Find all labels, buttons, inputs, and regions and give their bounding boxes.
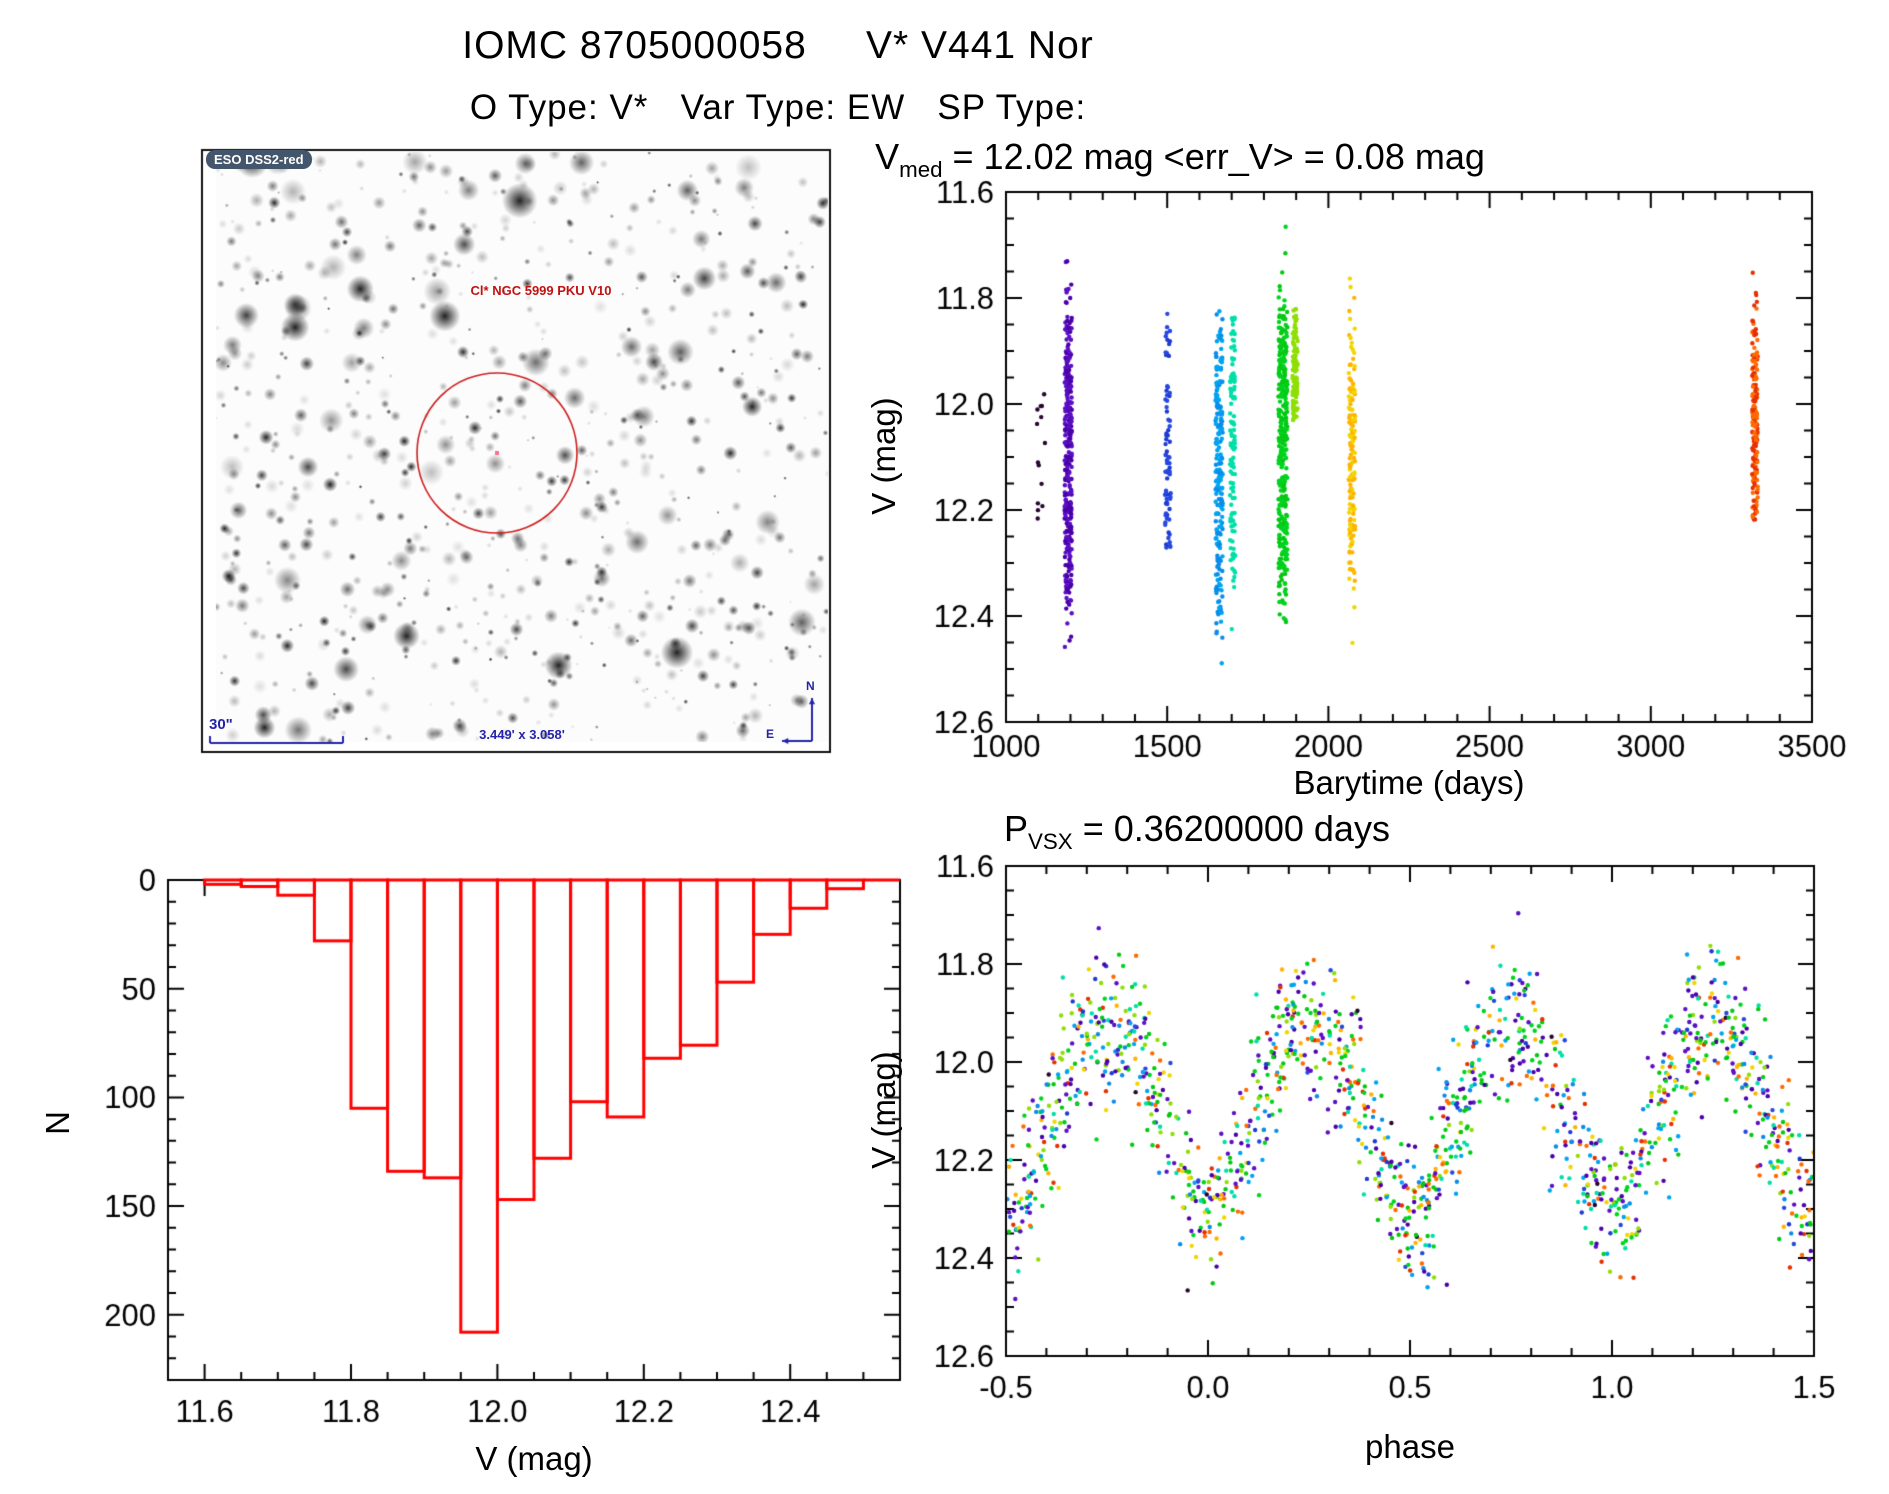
lightcurve-title: Vmed = 12.02 mag <err_V> = 0.08 mag (520, 136, 1840, 183)
phase-title-rest: = 0.36200000 days (1072, 808, 1390, 849)
lightcurve-xaxis-label: Barytime (days) (1293, 764, 1525, 801)
phase-title: PVSX = 0.36200000 days (537, 808, 1857, 855)
target-label: Cl* NGC 5999 PKU V10 (470, 283, 612, 298)
phase-title-sub: VSX (1028, 829, 1073, 855)
scale-bar-label: 30" (209, 716, 233, 733)
survey-badge: ESO DSS2-red (206, 150, 312, 169)
lightcurve-title-sub: med (899, 157, 943, 183)
page-title: IOMC 8705000058 V* V441 Nor (462, 24, 1094, 67)
histogram-xaxis-label: V (mag) (475, 1440, 593, 1477)
phase-title-var: P (1004, 808, 1029, 849)
fov-size-label: 3.449' x 3.058' (479, 727, 565, 742)
histogram-yaxis-label: N (39, 1111, 76, 1135)
compass-east-label: E (766, 727, 775, 741)
lightcurve-yaxis-label: V (mag) (865, 397, 902, 515)
phase-yaxis-label: V (mag) (865, 1051, 902, 1169)
lightcurve-title-rest: = 12.02 mag <err_V> = 0.08 mag (942, 136, 1485, 177)
phase-xaxis-label: phase (1365, 1428, 1455, 1465)
object-type-line: O Type: V* Var Type: EW SP Type: (469, 88, 1087, 127)
compass-north-label: N (806, 679, 815, 693)
lightcurve-title-var: V (875, 136, 900, 177)
